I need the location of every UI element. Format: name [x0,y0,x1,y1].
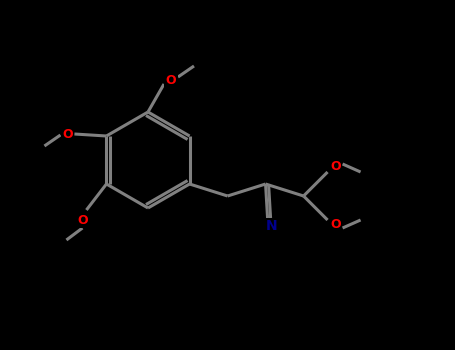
Text: O: O [77,214,88,226]
Text: O: O [330,161,341,174]
Text: O: O [330,218,341,231]
Text: N: N [266,219,278,233]
Text: O: O [62,128,73,141]
Text: O: O [166,74,177,86]
